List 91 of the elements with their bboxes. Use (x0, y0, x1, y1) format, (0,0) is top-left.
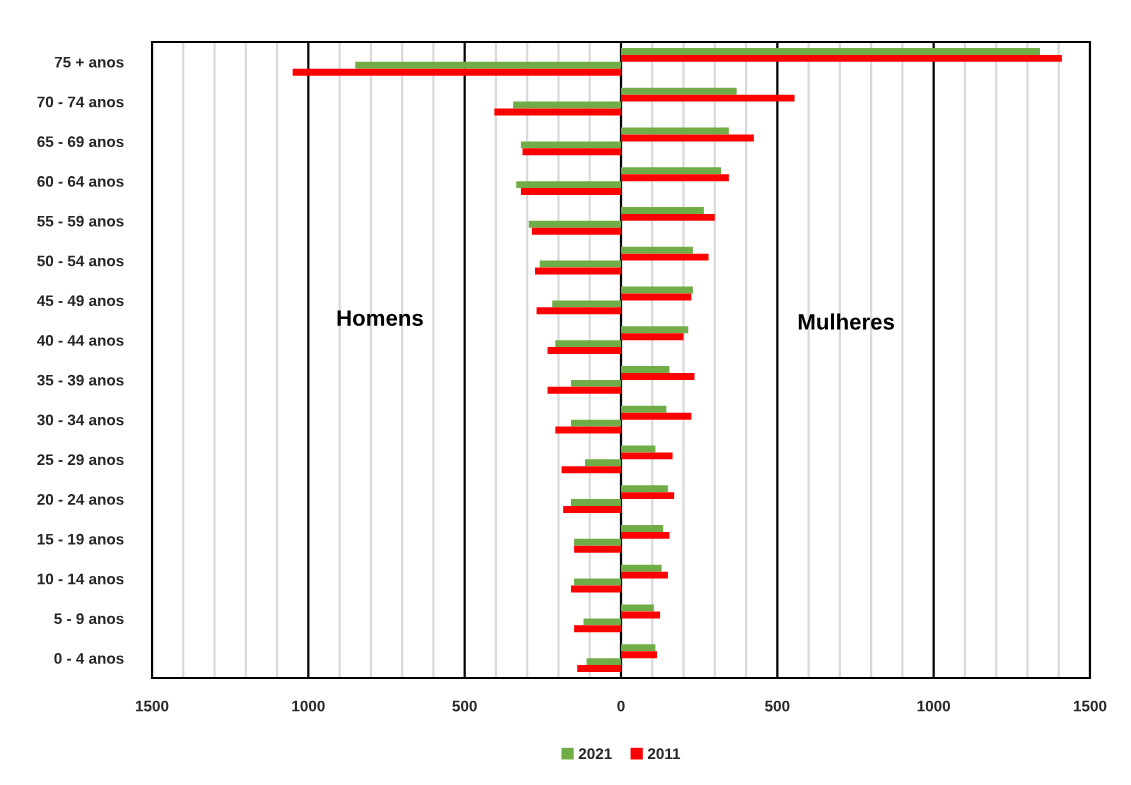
bar (621, 604, 654, 612)
legend-label: 2021 (578, 748, 612, 760)
bar (292, 68, 621, 76)
bar (621, 326, 689, 334)
annotation: Mulheres (798, 313, 894, 330)
bar (621, 167, 722, 175)
bar (621, 286, 693, 294)
bar (555, 340, 621, 348)
y-tick-label: 25 - 29 anos (37, 454, 124, 466)
annotation: Homens (337, 310, 423, 326)
bar (520, 188, 621, 196)
bar (621, 452, 673, 460)
legend-label: 2011 (647, 748, 681, 760)
y-tick-label: 75 + anos (54, 56, 124, 68)
bar (583, 618, 621, 626)
x-tick-label: 500 (765, 700, 790, 712)
bar (621, 293, 692, 301)
x-tick-label: 500 (452, 700, 477, 712)
bar (536, 307, 621, 315)
bar (621, 412, 692, 420)
x-tick-label: 1500 (1073, 700, 1107, 712)
y-tick-label: 30 - 34 anos (37, 414, 124, 426)
bar (621, 253, 709, 261)
bar (547, 386, 621, 394)
bar (563, 506, 621, 514)
bar (621, 372, 695, 380)
bar (570, 499, 621, 507)
bar (621, 611, 661, 619)
bar (586, 658, 621, 666)
bar (621, 87, 737, 95)
bar (621, 213, 715, 221)
bar (494, 108, 621, 116)
bar (621, 531, 670, 539)
bar (621, 127, 729, 135)
bar (621, 333, 684, 341)
bar (577, 665, 621, 673)
bar (621, 564, 662, 572)
bar (621, 206, 704, 214)
bar (621, 174, 729, 182)
bar (621, 651, 657, 659)
bar (574, 625, 621, 633)
bar (355, 61, 621, 69)
y-tick-label: 60 - 64 anos (37, 175, 124, 187)
x-tick-label: 0 (617, 700, 625, 712)
y-tick-label: 20 - 24 anos (37, 493, 124, 505)
bar (570, 379, 621, 387)
bar (621, 492, 675, 500)
bar (539, 260, 621, 268)
bar (621, 54, 1062, 62)
bar (516, 181, 621, 189)
bar (570, 585, 621, 593)
bar (621, 365, 670, 373)
bar (520, 141, 621, 149)
y-tick-label: 70 - 74 anos (37, 96, 124, 108)
y-tick-label: 50 - 54 anos (37, 255, 124, 267)
bar (513, 101, 621, 109)
y-tick-label: 35 - 39 anos (37, 374, 124, 386)
bar (621, 134, 754, 142)
bar (535, 267, 621, 275)
y-tick-label: 65 - 69 anos (37, 136, 124, 148)
bar (561, 466, 621, 474)
bar (574, 545, 621, 553)
bar (570, 419, 621, 427)
bar (547, 347, 621, 355)
bar (585, 459, 621, 467)
y-tick-label: 15 - 19 anos (37, 533, 124, 545)
y-tick-label: 0 - 4 anos (54, 652, 124, 664)
bar (621, 47, 1040, 55)
y-tick-label: 40 - 44 anos (37, 334, 124, 346)
bar (621, 485, 668, 493)
bar (621, 405, 667, 413)
y-tick-label: 55 - 59 anos (37, 215, 124, 227)
y-tick-label: 5 - 9 anos (54, 613, 124, 625)
bar (621, 445, 656, 453)
bar (621, 644, 656, 652)
y-tick-label: 45 - 49 anos (37, 295, 124, 307)
bar (552, 300, 621, 308)
x-tick-label: 1500 (135, 700, 169, 712)
bar (621, 94, 795, 102)
y-tick-label: 10 - 14 anos (37, 573, 124, 585)
bar (528, 220, 621, 228)
bar (621, 524, 664, 532)
bar (574, 538, 621, 546)
bar (574, 578, 621, 586)
bar (555, 426, 621, 434)
x-tick-label: 1000 (917, 700, 951, 712)
bar (621, 571, 668, 579)
bar (522, 148, 621, 156)
bar (531, 227, 621, 235)
bar (621, 246, 693, 254)
x-tick-label: 1000 (292, 700, 325, 712)
